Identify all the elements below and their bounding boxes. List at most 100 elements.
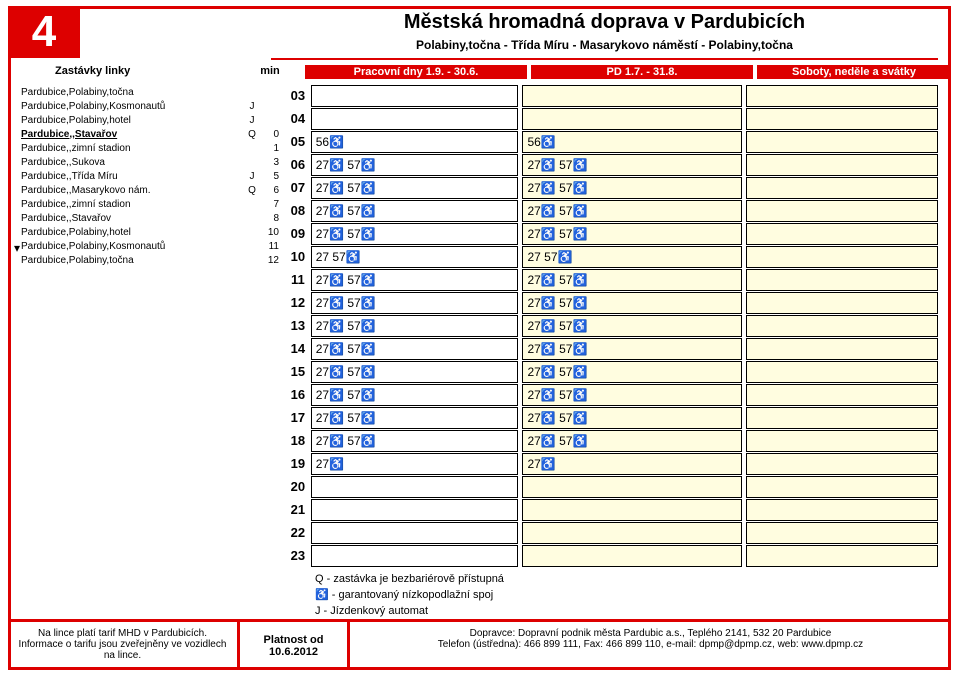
stop-flag: J xyxy=(243,115,261,126)
departures-weekend xyxy=(746,499,938,521)
legend-item: J - Jízdenkový automat xyxy=(315,603,942,619)
departures-summer: 27♿ 57♿ xyxy=(522,154,742,176)
departures-weekend xyxy=(746,453,938,475)
stop-row: Pardubice,Polabiny,točna 12 xyxy=(15,253,285,267)
timetable-row: 20 xyxy=(285,476,942,498)
stop-row: Pardubice,,Sukova3 xyxy=(15,155,285,169)
stop-minutes: 10 xyxy=(261,227,285,238)
timetable-row: 0827♿ 57♿27♿ 57♿ xyxy=(285,200,942,222)
legend-item: Q - zastávka je bezbariérově přístupná xyxy=(315,571,942,587)
departures-summer xyxy=(522,108,742,130)
departures-weekday xyxy=(311,85,519,107)
hour-label: 23 xyxy=(285,545,311,567)
departures-weekend xyxy=(746,361,938,383)
hour-label: 22 xyxy=(285,522,311,544)
departures-summer: 27♿ 57♿ xyxy=(522,269,742,291)
departures-summer: 27♿ 57♿ xyxy=(522,315,742,337)
hour-label: 12 xyxy=(285,292,311,314)
stop-minutes: 11 xyxy=(261,241,285,252)
departures-weekend xyxy=(746,85,938,107)
footer-operator-line2: Telefon (ústředna): 466 899 111, Fax: 46… xyxy=(358,639,943,650)
departures-summer xyxy=(522,499,742,521)
stop-flag: J xyxy=(243,101,261,112)
direction-arrow-icon: ▾ xyxy=(14,241,20,255)
footer-operator: Dopravce: Dopravní podnik města Pardubic… xyxy=(350,622,951,670)
stop-row: Pardubice,Polabiny,točna xyxy=(15,85,285,99)
departures-weekday: 27♿ 57♿ xyxy=(311,292,519,314)
timetable-row: 0556♿56♿ xyxy=(285,131,942,153)
stop-row: Pardubice,Polabiny,KosmonautůJ xyxy=(15,99,285,113)
timetable-row: 22 xyxy=(285,522,942,544)
departures-weekday: 27♿ 57♿ xyxy=(311,407,519,429)
timetable-row: 04 xyxy=(285,108,942,130)
timetable-row: 1627♿ 57♿27♿ 57♿ xyxy=(285,384,942,406)
departures-weekday: 27♿ 57♿ xyxy=(311,384,519,406)
stop-minutes: 5 xyxy=(261,171,285,182)
timetable-row: 1227♿ 57♿27♿ 57♿ xyxy=(285,292,942,314)
stop-row: Pardubice,,zimní stadion1 xyxy=(15,141,285,155)
line-number-badge: 4 xyxy=(8,6,80,58)
timetable-row: 1027 57♿27 57♿ xyxy=(285,246,942,268)
timetable-frame: 4 Městská hromadná doprava v Pardubicích… xyxy=(8,6,951,670)
hour-label: 06 xyxy=(285,154,311,176)
stop-row: Pardubice,,zimní stadion7 xyxy=(15,197,285,211)
departures-weekend xyxy=(746,384,938,406)
timetable-row: 21 xyxy=(285,499,942,521)
hour-label: 08 xyxy=(285,200,311,222)
departures-summer: 27♿ 57♿ xyxy=(522,338,742,360)
departures-weekend xyxy=(746,407,938,429)
stop-row: Pardubice,,Stavařov 8 xyxy=(15,211,285,225)
header-col-weekday: Pracovní dny 1.9. - 30.6. xyxy=(305,65,527,79)
departures-weekday: 27♿ xyxy=(311,453,519,475)
header-min: min xyxy=(255,65,285,77)
stop-minutes: 12 xyxy=(261,255,285,266)
stop-name: Pardubice,,Stavařov xyxy=(15,213,243,224)
stop-row: Pardubice,Polabiny,hotel10 xyxy=(15,225,285,239)
stop-name: Pardubice,Polabiny,Kosmonautů xyxy=(15,101,243,112)
departures-weekend xyxy=(746,223,938,245)
title-area: Městská hromadná doprava v Pardubicích P… xyxy=(271,11,938,60)
hour-label: 14 xyxy=(285,338,311,360)
departures-weekday: 27♿ 57♿ xyxy=(311,269,519,291)
hour-label: 19 xyxy=(285,453,311,475)
stop-name: Pardubice,,Stavařov xyxy=(15,129,243,140)
stop-minutes: 0 xyxy=(261,129,285,140)
departures-weekend xyxy=(746,476,938,498)
departures-weekend xyxy=(746,545,938,567)
hour-label: 17 xyxy=(285,407,311,429)
departures-summer: 27♿ 57♿ xyxy=(522,177,742,199)
hour-label: 16 xyxy=(285,384,311,406)
departures-weekday xyxy=(311,108,519,130)
departures-weekday xyxy=(311,522,519,544)
stop-minutes: 8 xyxy=(261,213,285,224)
departures-weekday: 27♿ 57♿ xyxy=(311,430,519,452)
page-title: Městská hromadná doprava v Pardubicích xyxy=(271,11,938,34)
stop-flag: Q xyxy=(243,129,261,140)
stop-name: Pardubice,Polabiny,točna xyxy=(15,255,243,266)
stop-row: Pardubice,,StavařovQ0 xyxy=(15,127,285,141)
stop-name: Pardubice,,zimní stadion xyxy=(15,143,243,154)
departures-summer: 27 57♿ xyxy=(522,246,742,268)
departures-weekend xyxy=(746,131,938,153)
hour-label: 21 xyxy=(285,499,311,521)
stop-row: Pardubice,,Třída MíruJ5 xyxy=(15,169,285,183)
stop-name: Pardubice,Polabiny,hotel xyxy=(15,115,243,126)
footer-validity: Platnost od 10.6.2012 xyxy=(240,622,350,670)
stop-row: Pardubice,Polabiny,Kosmonautů11 xyxy=(15,239,285,253)
timetable-row: 1427♿ 57♿27♿ 57♿ xyxy=(285,338,942,360)
departures-weekday xyxy=(311,476,519,498)
hour-label: 15 xyxy=(285,361,311,383)
stop-minutes: 7 xyxy=(261,199,285,210)
stop-name: Pardubice,,Sukova xyxy=(15,157,243,168)
header-col-weekend: Soboty, neděle a svátky xyxy=(757,65,951,79)
departures-weekend xyxy=(746,522,938,544)
stop-row: Pardubice,Polabiny,hotelJ xyxy=(15,113,285,127)
departures-weekday: 27♿ 57♿ xyxy=(311,338,519,360)
hour-label: 11 xyxy=(285,269,311,291)
timetable-row: 0627♿ 57♿27♿ 57♿ xyxy=(285,154,942,176)
departures-weekend xyxy=(746,246,938,268)
departures-summer: 27♿ 57♿ xyxy=(522,384,742,406)
timetable-row: 1827♿ 57♿27♿ 57♿ xyxy=(285,430,942,452)
hour-label: 13 xyxy=(285,315,311,337)
departures-weekday: 56♿ xyxy=(311,131,519,153)
